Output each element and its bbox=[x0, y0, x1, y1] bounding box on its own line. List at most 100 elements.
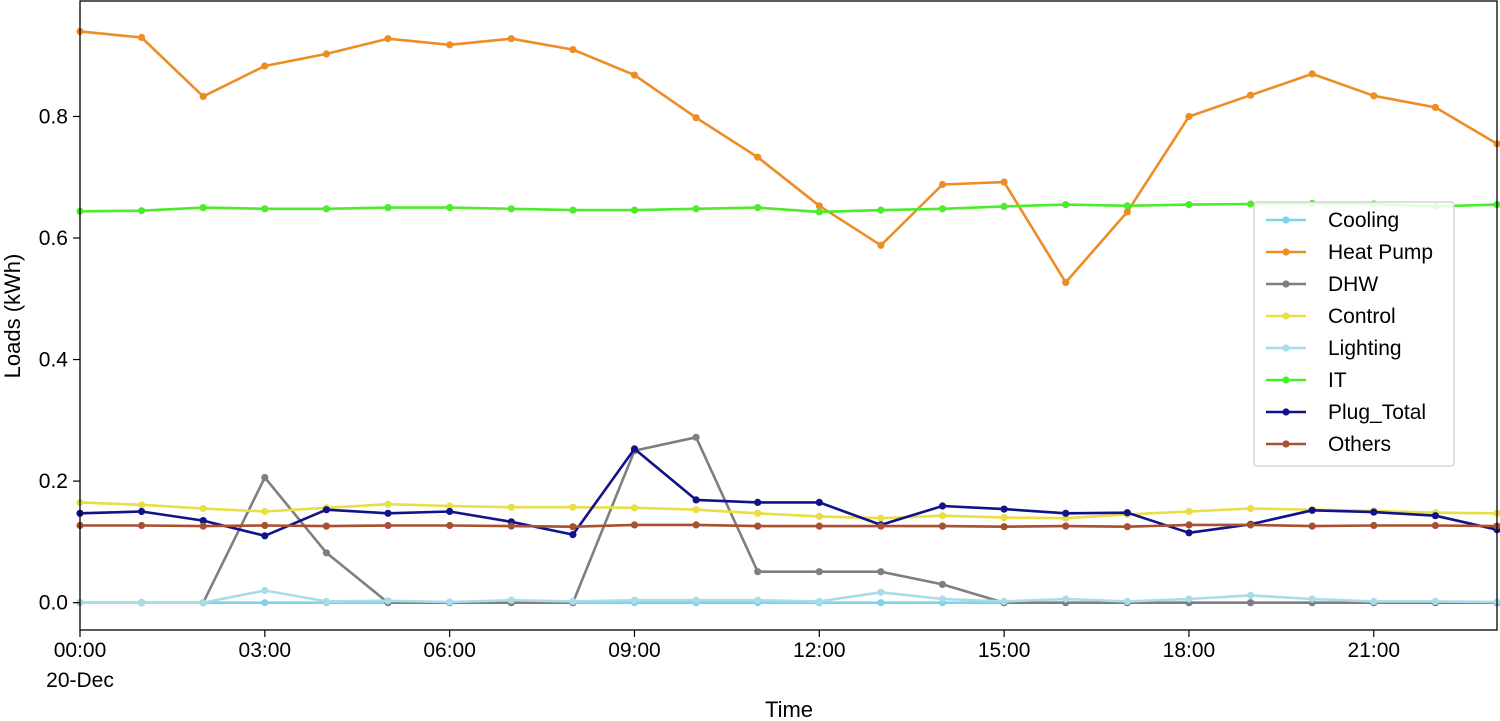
data-point bbox=[261, 507, 269, 516]
legend-swatch-marker bbox=[1282, 216, 1290, 224]
data-point bbox=[1000, 505, 1008, 513]
y-axis-title: Loads (kWh) bbox=[0, 254, 25, 379]
series-control bbox=[76, 498, 1500, 522]
y-tick-label: 0.0 bbox=[39, 592, 68, 615]
y-tick-label: 0.8 bbox=[39, 105, 68, 128]
data-point bbox=[877, 568, 885, 576]
data-point bbox=[1062, 595, 1070, 603]
data-point bbox=[261, 521, 269, 530]
x-tick-label: 18:00 bbox=[1163, 639, 1216, 662]
x-axis: 00:00 03:00 06:00 09:00 12:00 15:00 18:00 21:00 bbox=[54, 630, 1400, 662]
data-point bbox=[815, 568, 823, 576]
data-point bbox=[1000, 514, 1008, 522]
data-point bbox=[754, 153, 762, 161]
legend-label: DHW bbox=[1328, 273, 1378, 296]
series-line bbox=[79, 30, 1498, 284]
data-point bbox=[938, 205, 947, 213]
legend-label: Heat Pump bbox=[1328, 241, 1433, 264]
legend-swatch-marker bbox=[1282, 248, 1290, 256]
data-point bbox=[199, 92, 207, 100]
legend-item: DHW bbox=[1266, 273, 1378, 296]
y-tick-label: 0.4 bbox=[39, 349, 69, 372]
data-point bbox=[754, 596, 762, 604]
data-point bbox=[569, 206, 577, 214]
data-point bbox=[569, 597, 577, 606]
data-point bbox=[446, 598, 454, 606]
data-point bbox=[384, 509, 392, 517]
data-point bbox=[322, 522, 330, 530]
series-line bbox=[80, 435, 1497, 605]
data-point bbox=[877, 514, 885, 522]
legend-item: Control bbox=[1266, 305, 1396, 328]
y-axis: 0.0 0.2 0.4 0.6 0.8 bbox=[39, 105, 80, 615]
data-point bbox=[1123, 208, 1131, 216]
legend-swatch-marker bbox=[1282, 312, 1290, 320]
data-point bbox=[1370, 521, 1378, 530]
legend-item: IT bbox=[1266, 369, 1347, 392]
data-point bbox=[754, 522, 762, 530]
data-point bbox=[1185, 507, 1193, 516]
data-point bbox=[138, 521, 146, 530]
data-point bbox=[1123, 509, 1131, 517]
legend-label: IT bbox=[1328, 369, 1347, 392]
legend-swatch-marker bbox=[1282, 280, 1290, 288]
data-point bbox=[199, 522, 207, 530]
data-point bbox=[1431, 521, 1439, 530]
data-point bbox=[384, 35, 392, 43]
data-point bbox=[1000, 597, 1008, 606]
data-point bbox=[507, 522, 515, 530]
data-point bbox=[692, 205, 700, 213]
data-point bbox=[1062, 201, 1070, 209]
data-point bbox=[1000, 523, 1008, 531]
x-tick-label: 15:00 bbox=[978, 639, 1031, 662]
data-point bbox=[1431, 103, 1439, 111]
data-point bbox=[630, 521, 639, 529]
x-tick-label: 12:00 bbox=[793, 639, 846, 662]
data-point bbox=[261, 205, 269, 213]
data-point bbox=[754, 568, 762, 576]
data-point bbox=[261, 599, 269, 607]
data-point bbox=[630, 206, 639, 214]
data-point bbox=[384, 500, 392, 508]
data-point bbox=[692, 114, 700, 122]
data-point bbox=[1370, 508, 1378, 516]
series-layer bbox=[76, 27, 1500, 607]
data-point bbox=[1247, 599, 1255, 607]
data-point bbox=[507, 503, 515, 511]
data-point bbox=[815, 208, 823, 216]
data-point bbox=[569, 503, 577, 511]
x-tick-label: 06:00 bbox=[423, 639, 476, 662]
data-point bbox=[815, 522, 823, 530]
data-point bbox=[261, 62, 269, 70]
legend-item: Lighting bbox=[1266, 337, 1402, 360]
data-point bbox=[754, 509, 762, 517]
data-point bbox=[138, 207, 146, 215]
data-point bbox=[877, 522, 885, 530]
data-point bbox=[384, 204, 392, 212]
x-tick-label: 21:00 bbox=[1348, 639, 1401, 662]
data-point bbox=[569, 523, 577, 531]
data-point bbox=[1370, 92, 1378, 100]
data-point bbox=[507, 205, 515, 213]
data-point bbox=[1308, 70, 1316, 78]
data-point bbox=[877, 241, 885, 249]
data-point bbox=[1185, 595, 1193, 603]
series-line bbox=[80, 523, 1498, 529]
series-line bbox=[80, 589, 1498, 605]
legend-label: Plug_Total bbox=[1328, 401, 1426, 424]
data-point bbox=[630, 71, 639, 79]
data-point bbox=[384, 597, 392, 605]
data-point bbox=[507, 596, 515, 604]
data-point bbox=[1431, 597, 1439, 606]
y-tick-label: 0.6 bbox=[39, 227, 68, 250]
data-point bbox=[815, 202, 823, 210]
legend-swatch-marker bbox=[1282, 440, 1290, 448]
x-start-date-label: 20-Dec bbox=[46, 669, 114, 692]
data-point bbox=[754, 204, 762, 212]
data-point bbox=[1185, 201, 1193, 209]
data-point bbox=[1000, 178, 1008, 186]
plot-area-frame bbox=[79, 0, 1498, 631]
data-point bbox=[138, 599, 146, 607]
data-point bbox=[1431, 512, 1439, 520]
